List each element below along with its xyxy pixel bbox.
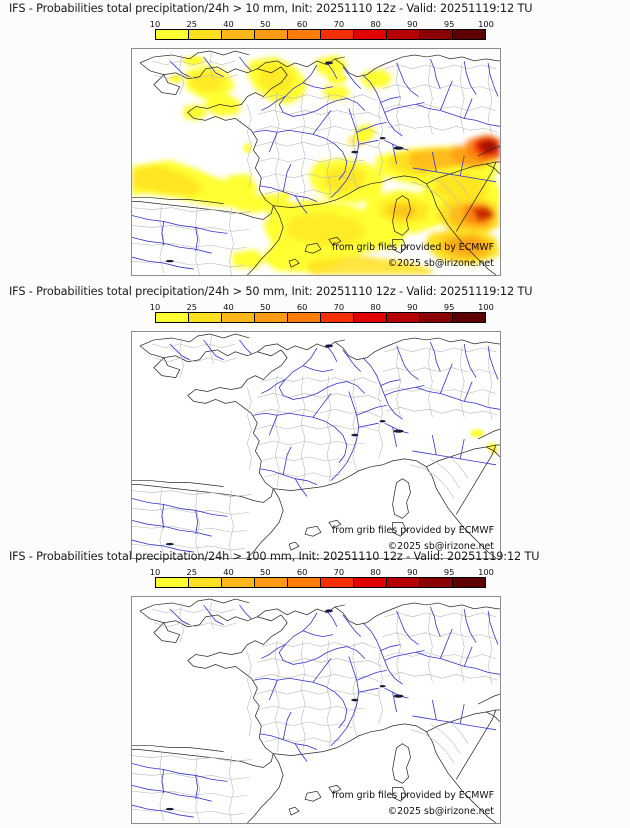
colorbar-segment bbox=[222, 578, 255, 587]
map-copyright-100mm: ©2025 sb@irizone.net bbox=[387, 806, 494, 817]
colorbar-tick: 50 bbox=[260, 567, 271, 577]
colorbar-tick: 90 bbox=[407, 567, 418, 577]
department-boundaries bbox=[132, 335, 499, 558]
colorbar-tick: 10 bbox=[149, 19, 161, 29]
map-source-credit-100mm: from grib files provided by ECMWF bbox=[331, 790, 494, 801]
colorbar-segment bbox=[156, 578, 189, 587]
colorbar-segment bbox=[288, 578, 321, 587]
colorbar-segment bbox=[189, 30, 222, 39]
colorbar-tick: 10 bbox=[149, 302, 161, 312]
rivers bbox=[132, 339, 500, 553]
map-svg-100mm bbox=[132, 597, 500, 823]
colorbar-segment bbox=[387, 30, 420, 39]
coastlines bbox=[132, 598, 500, 823]
colorbar-segment bbox=[255, 30, 288, 39]
colorbar-tick: 95 bbox=[443, 19, 455, 29]
colorbar-segment bbox=[255, 578, 288, 587]
colorbar-tick: 95 bbox=[443, 302, 455, 312]
colorbar-segment bbox=[321, 313, 354, 322]
colorbar-segment bbox=[288, 30, 321, 39]
colorbar-tick: 70 bbox=[333, 567, 345, 577]
map-copyright-50mm: ©2025 sb@irizone.net bbox=[387, 541, 494, 552]
colorbar-100mm: 10 25 40 50 60 70 80 90 95 100 bbox=[150, 567, 494, 588]
colorbar-tick: 40 bbox=[223, 19, 234, 29]
map-source-credit-10mm: from grib files provided by ECMWF bbox=[331, 242, 494, 253]
colorbar-tick: 40 bbox=[223, 567, 234, 577]
colorbar-segment bbox=[420, 578, 453, 587]
colorbar-segment bbox=[321, 30, 354, 39]
colorbar-tick: 25 bbox=[186, 302, 198, 312]
colorbar-segment bbox=[156, 313, 189, 322]
colorbar-tick: 90 bbox=[407, 19, 418, 29]
colorbar-tick: 70 bbox=[333, 19, 345, 29]
colorbar-tick: 25 bbox=[186, 19, 198, 29]
colorbar-segment bbox=[387, 313, 420, 322]
panel-title-text: IFS - Probabilities total precipitation/… bbox=[9, 2, 533, 15]
panel-title-text: IFS - Probabilities total precipitation/… bbox=[9, 285, 533, 298]
colorbar-segment bbox=[354, 313, 387, 322]
colorbar-segment bbox=[354, 578, 387, 587]
colorbar-tick: 90 bbox=[407, 302, 418, 312]
coastlines bbox=[132, 50, 500, 275]
panel-title-100mm: IFS - Probabilities total precipitation/… bbox=[0, 550, 630, 563]
colorbar-tick: 100 bbox=[478, 302, 494, 312]
colorbar-segment bbox=[420, 30, 453, 39]
colorbar-segment bbox=[255, 313, 288, 322]
colorbar-tick: 40 bbox=[223, 302, 234, 312]
colorbar-tick: 100 bbox=[478, 19, 494, 29]
map-source-credit-50mm: from grib files provided by ECMWF bbox=[331, 525, 494, 536]
panel-title-text: IFS - Probabilities total precipitation/… bbox=[9, 550, 540, 563]
colorbar-gradient-10mm bbox=[155, 29, 486, 40]
colorbar-segment bbox=[354, 30, 387, 39]
colorbar-segment bbox=[288, 313, 321, 322]
panel-title-10mm: IFS - Probabilities total precipitation/… bbox=[0, 2, 630, 15]
colorbar-segment bbox=[420, 313, 453, 322]
colorbar-segment bbox=[453, 578, 485, 587]
colorbar-tick: 80 bbox=[370, 302, 381, 312]
lakes bbox=[165, 344, 404, 546]
colorbar-tick: 60 bbox=[296, 567, 308, 577]
colorbar-ticks-10mm: 10 25 40 50 60 70 80 90 95 100 bbox=[150, 19, 494, 29]
map-svg-50mm bbox=[132, 332, 500, 558]
colorbar-ticks-100mm: 10 25 40 50 60 70 80 90 95 100 bbox=[150, 567, 494, 577]
colorbar-segment bbox=[156, 30, 189, 39]
colorbar-ticks-50mm: 10 25 40 50 60 70 80 90 95 100 bbox=[150, 302, 494, 312]
map-10mm[interactable]: from grib files provided by ECMWF ©2025 … bbox=[131, 48, 501, 276]
coastlines bbox=[132, 333, 500, 558]
colorbar-10mm: 10 25 40 50 60 70 80 90 95 100 bbox=[150, 19, 494, 40]
colorbar-segment bbox=[222, 30, 255, 39]
map-copyright-10mm: ©2025 sb@irizone.net bbox=[387, 258, 494, 269]
colorbar-segment bbox=[387, 578, 420, 587]
map-100mm[interactable]: from grib files provided by ECMWF ©2025 … bbox=[131, 596, 501, 824]
lakes bbox=[165, 61, 404, 263]
colorbar-segment bbox=[321, 578, 354, 587]
lakes bbox=[165, 609, 404, 811]
rivers bbox=[132, 604, 500, 818]
colorbar-tick: 10 bbox=[149, 567, 161, 577]
colorbar-gradient-100mm bbox=[155, 577, 486, 588]
map-50mm[interactable]: from grib files provided by ECMWF ©2025 … bbox=[131, 331, 501, 559]
colorbar-segment bbox=[453, 313, 485, 322]
colorbar-segment bbox=[189, 313, 222, 322]
colorbar-segment bbox=[189, 578, 222, 587]
colorbar-segment bbox=[453, 30, 485, 39]
colorbar-tick: 60 bbox=[296, 302, 308, 312]
colorbar-gradient-50mm bbox=[155, 312, 486, 323]
colorbar-50mm: 10 25 40 50 60 70 80 90 95 100 bbox=[150, 302, 494, 323]
panel-title-50mm: IFS - Probabilities total precipitation/… bbox=[0, 285, 630, 298]
colorbar-tick: 100 bbox=[478, 567, 494, 577]
colorbar-tick: 95 bbox=[443, 567, 455, 577]
colorbar-segment bbox=[222, 313, 255, 322]
map-svg-10mm bbox=[132, 49, 500, 275]
rivers bbox=[132, 56, 500, 270]
colorbar-tick: 25 bbox=[186, 567, 198, 577]
department-boundaries bbox=[132, 600, 499, 823]
colorbar-tick: 50 bbox=[260, 19, 271, 29]
colorbar-tick: 70 bbox=[333, 302, 345, 312]
colorbar-tick: 60 bbox=[296, 19, 308, 29]
colorbar-tick: 50 bbox=[260, 302, 271, 312]
colorbar-tick: 80 bbox=[370, 19, 381, 29]
colorbar-tick: 80 bbox=[370, 567, 381, 577]
